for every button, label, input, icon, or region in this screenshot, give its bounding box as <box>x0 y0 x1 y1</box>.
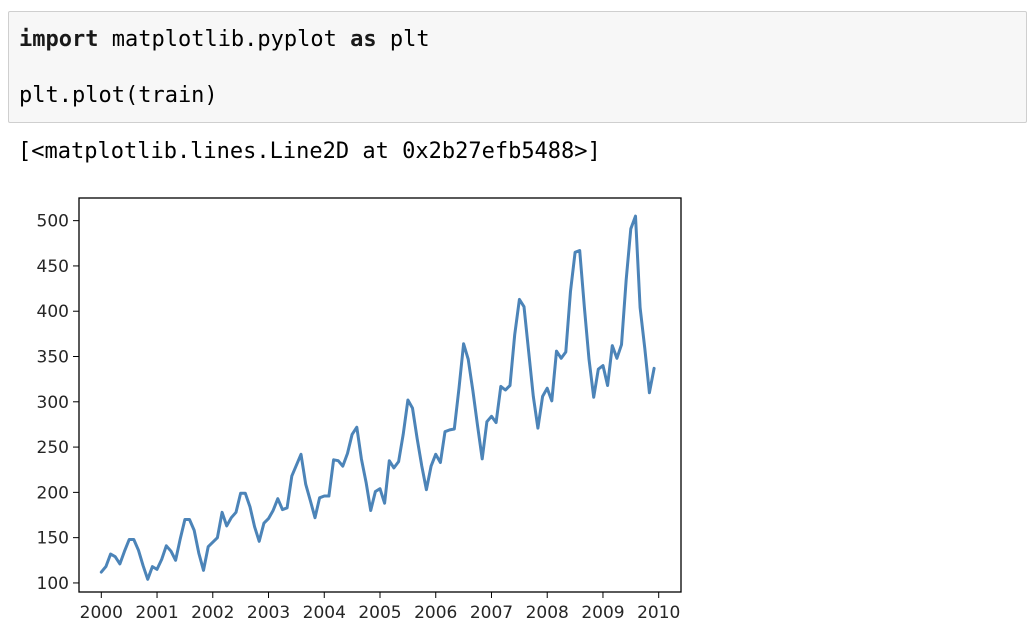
code-line-plot-call: plt.plot(train) <box>19 83 218 108</box>
x-tick-label: 2010 <box>637 603 680 623</box>
x-tick-label: 2001 <box>135 603 178 623</box>
x-tick-label: 2005 <box>358 603 401 623</box>
x-tick-label: 2003 <box>247 603 290 623</box>
y-tick-label: 200 <box>37 483 69 503</box>
y-tick-label: 450 <box>37 257 69 277</box>
y-axis-ticks: 100 150 200 250 300 350 400 450 500 <box>37 212 79 594</box>
code-cell-input[interactable]: import matplotlib.pyplot as plt plt.plot… <box>8 11 1027 123</box>
y-tick-label: 150 <box>37 529 69 549</box>
module-alias: plt <box>376 27 430 52</box>
x-tick-label: 2000 <box>80 603 123 623</box>
x-tick-label: 2004 <box>303 603 346 623</box>
keyword-import: import <box>19 27 99 52</box>
x-tick-label: 2009 <box>581 603 624 623</box>
x-axis-ticks: 2000 2001 2002 2003 2004 2005 2006 2007 2008 2009… <box>80 592 680 623</box>
x-tick-label: 2007 <box>470 603 513 623</box>
line-plot: 100 150 200 250 300 350 400 450 500 2000 2001 2002… <box>37 197 682 623</box>
y-tick-label: 100 <box>37 574 69 594</box>
y-tick-label: 500 <box>37 212 69 232</box>
y-tick-label: 300 <box>37 393 69 413</box>
x-tick-label: 2008 <box>526 603 569 623</box>
y-tick-label: 350 <box>37 348 69 368</box>
x-tick-label: 2006 <box>414 603 457 623</box>
module-name: matplotlib.pyplot <box>98 27 351 52</box>
code-line-blank <box>19 54 1016 82</box>
axes-frame <box>78 197 682 593</box>
y-tick-label: 400 <box>37 302 69 322</box>
x-tick-label: 2002 <box>191 603 234 623</box>
cell-output-repr: [<matplotlib.lines.Line2D at 0x2b27efb54… <box>18 139 601 164</box>
y-tick-label: 250 <box>37 438 69 458</box>
keyword-as: as <box>350 27 377 52</box>
series-line <box>99 214 656 581</box>
code-line-import: import matplotlib.pyplot as plt <box>19 26 1016 54</box>
